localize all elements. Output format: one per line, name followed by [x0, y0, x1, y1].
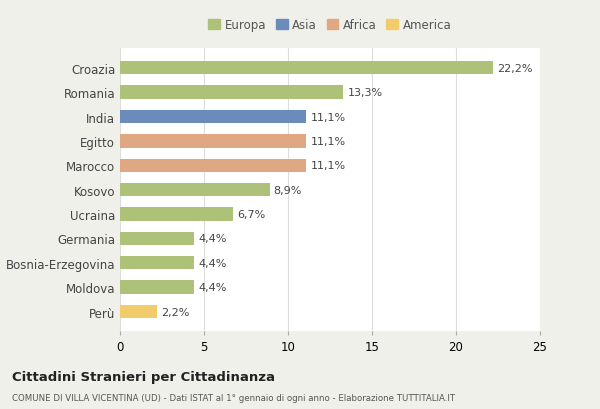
- Bar: [120, 305, 157, 319]
- Text: 22,2%: 22,2%: [497, 64, 533, 74]
- Bar: [120, 208, 233, 221]
- Bar: [120, 232, 194, 245]
- Text: 2,2%: 2,2%: [161, 307, 190, 317]
- Legend: Europa, Asia, Africa, America: Europa, Asia, Africa, America: [205, 16, 455, 36]
- Text: 4,4%: 4,4%: [198, 258, 226, 268]
- Text: 6,7%: 6,7%: [237, 209, 265, 220]
- Text: 4,4%: 4,4%: [198, 283, 226, 292]
- Bar: [120, 110, 307, 124]
- Bar: [120, 281, 194, 294]
- Text: 11,1%: 11,1%: [311, 137, 346, 146]
- Bar: [120, 62, 493, 75]
- Bar: [120, 159, 307, 173]
- Bar: [120, 135, 307, 148]
- Text: 8,9%: 8,9%: [274, 185, 302, 195]
- Text: 11,1%: 11,1%: [311, 161, 346, 171]
- Text: 11,1%: 11,1%: [311, 112, 346, 122]
- Bar: [120, 256, 194, 270]
- Text: COMUNE DI VILLA VICENTINA (UD) - Dati ISTAT al 1° gennaio di ogni anno - Elabora: COMUNE DI VILLA VICENTINA (UD) - Dati IS…: [12, 393, 455, 402]
- Text: Cittadini Stranieri per Cittadinanza: Cittadini Stranieri per Cittadinanza: [12, 370, 275, 383]
- Text: 4,4%: 4,4%: [198, 234, 226, 244]
- Bar: [120, 86, 343, 100]
- Text: 13,3%: 13,3%: [347, 88, 383, 98]
- Bar: [120, 184, 269, 197]
